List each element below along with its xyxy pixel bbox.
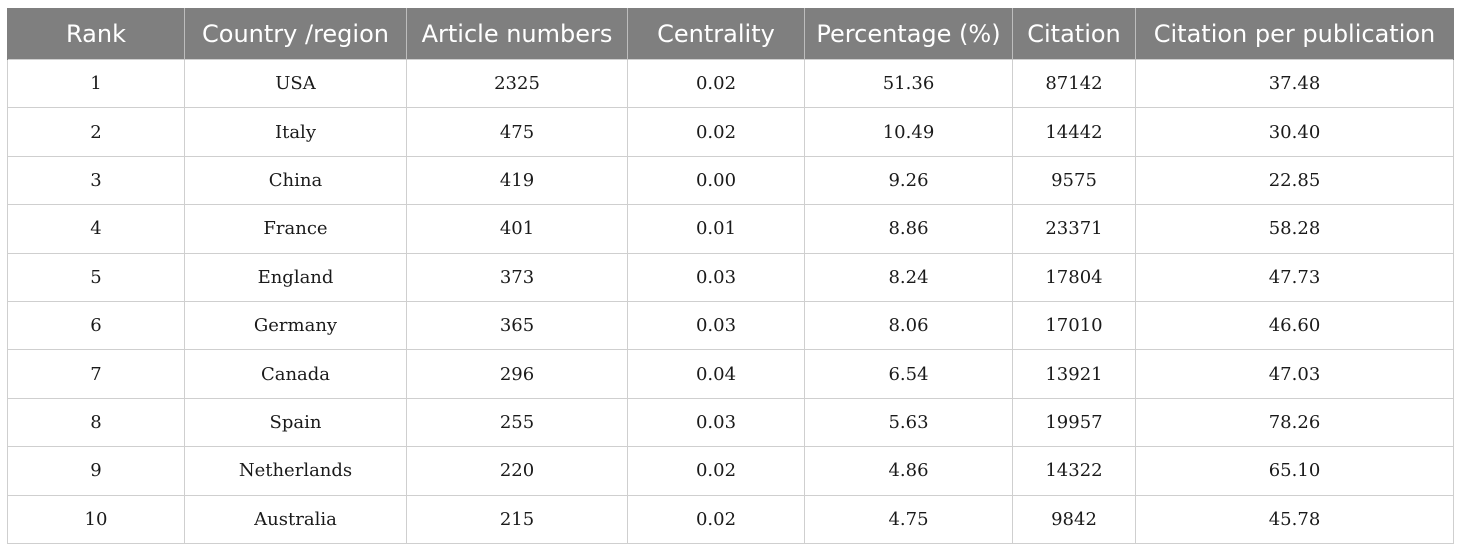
article-numbers-cell: 2325 <box>406 58 628 109</box>
rank-cell: 6 <box>7 300 185 351</box>
country-cell: Australia <box>184 494 407 544</box>
country-cell: Canada <box>184 349 407 399</box>
country-cell: Italy <box>184 107 407 157</box>
article-numbers-cell: 255 <box>406 397 628 448</box>
citation-cell: 13921 <box>1012 349 1136 399</box>
centrality-cell: 0.02 <box>627 494 805 544</box>
rank-cell: 2 <box>7 107 185 157</box>
table-row: 7 Canada 296 0.04 6.54 13921 47.03 <box>7 349 1454 399</box>
rank-cell: 7 <box>7 349 185 399</box>
country-ranking-table: Rank Country /region Article numbers Cen… <box>7 8 1454 544</box>
rank-cell: 4 <box>7 204 185 254</box>
table-row: 8 Spain 255 0.03 5.63 19957 78.26 <box>7 397 1454 448</box>
rank-cell: 9 <box>7 446 185 496</box>
citation-cell: 14322 <box>1012 446 1136 496</box>
citation-cell: 17010 <box>1012 300 1136 351</box>
column-header-citation: Citation <box>1012 8 1136 60</box>
article-numbers-cell: 401 <box>406 204 628 254</box>
citation-per-publication-cell: 65.10 <box>1135 446 1454 496</box>
rank-cell: 10 <box>7 494 185 544</box>
table-row: 2 Italy 475 0.02 10.49 14442 30.40 <box>7 107 1454 157</box>
table-header: Rank Country /region Article numbers Cen… <box>7 8 1454 60</box>
table-row: 5 England 373 0.03 8.24 17804 47.73 <box>7 252 1454 302</box>
percentage-cell: 6.54 <box>804 349 1013 399</box>
rank-cell: 5 <box>7 252 185 302</box>
country-cell: Spain <box>184 397 407 448</box>
percentage-cell: 10.49 <box>804 107 1013 157</box>
citation-per-publication-cell: 46.60 <box>1135 300 1454 351</box>
country-cell: USA <box>184 58 407 109</box>
centrality-cell: 0.00 <box>627 155 805 206</box>
column-header-country-region: Country /region <box>184 8 407 60</box>
citation-cell: 14442 <box>1012 107 1136 157</box>
rank-cell: 8 <box>7 397 185 448</box>
percentage-cell: 51.36 <box>804 58 1013 109</box>
table-row: 10 Australia 215 0.02 4.75 9842 45.78 <box>7 494 1454 544</box>
percentage-cell: 8.86 <box>804 204 1013 254</box>
percentage-cell: 4.75 <box>804 494 1013 544</box>
percentage-cell: 4.86 <box>804 446 1013 496</box>
country-cell: France <box>184 204 407 254</box>
country-cell: China <box>184 155 407 206</box>
country-cell: England <box>184 252 407 302</box>
centrality-cell: 0.02 <box>627 107 805 157</box>
centrality-cell: 0.03 <box>627 397 805 448</box>
country-cell: Germany <box>184 300 407 351</box>
citation-per-publication-cell: 47.03 <box>1135 349 1454 399</box>
country-cell: Netherlands <box>184 446 407 496</box>
column-header-percentage: Percentage (%) <box>804 8 1013 60</box>
citation-cell: 23371 <box>1012 204 1136 254</box>
article-numbers-cell: 296 <box>406 349 628 399</box>
percentage-cell: 8.24 <box>804 252 1013 302</box>
article-numbers-cell: 220 <box>406 446 628 496</box>
table-row: 9 Netherlands 220 0.02 4.86 14322 65.10 <box>7 446 1454 496</box>
citation-per-publication-cell: 47.73 <box>1135 252 1454 302</box>
citation-per-publication-cell: 30.40 <box>1135 107 1454 157</box>
table-row: 3 China 419 0.00 9.26 9575 22.85 <box>7 155 1454 206</box>
column-header-rank: Rank <box>7 8 185 60</box>
citation-cell: 9842 <box>1012 494 1136 544</box>
rank-cell: 1 <box>7 58 185 109</box>
percentage-cell: 5.63 <box>804 397 1013 448</box>
column-header-citation-per-publication: Citation per publication <box>1135 8 1454 60</box>
citation-per-publication-cell: 45.78 <box>1135 494 1454 544</box>
centrality-cell: 0.03 <box>627 300 805 351</box>
column-header-centrality: Centrality <box>627 8 805 60</box>
data-table-container: Rank Country /region Article numbers Cen… <box>7 8 1454 544</box>
centrality-cell: 0.02 <box>627 58 805 109</box>
centrality-cell: 0.02 <box>627 446 805 496</box>
citation-cell: 87142 <box>1012 58 1136 109</box>
table-row: 4 France 401 0.01 8.86 23371 58.28 <box>7 204 1454 254</box>
percentage-cell: 9.26 <box>804 155 1013 206</box>
article-numbers-cell: 475 <box>406 107 628 157</box>
citation-per-publication-cell: 37.48 <box>1135 58 1454 109</box>
percentage-cell: 8.06 <box>804 300 1013 351</box>
article-numbers-cell: 215 <box>406 494 628 544</box>
column-header-article-numbers: Article numbers <box>406 8 628 60</box>
rank-cell: 3 <box>7 155 185 206</box>
citation-per-publication-cell: 22.85 <box>1135 155 1454 206</box>
citation-per-publication-cell: 78.26 <box>1135 397 1454 448</box>
header-row: Rank Country /region Article numbers Cen… <box>7 8 1454 60</box>
citation-per-publication-cell: 58.28 <box>1135 204 1454 254</box>
table-row: 6 Germany 365 0.03 8.06 17010 46.60 <box>7 300 1454 351</box>
citation-cell: 9575 <box>1012 155 1136 206</box>
citation-cell: 19957 <box>1012 397 1136 448</box>
centrality-cell: 0.03 <box>627 252 805 302</box>
article-numbers-cell: 365 <box>406 300 628 351</box>
article-numbers-cell: 373 <box>406 252 628 302</box>
table-body: 1 USA 2325 0.02 51.36 87142 37.48 2 Italy 475 0.02… <box>7 58 1454 544</box>
centrality-cell: 0.04 <box>627 349 805 399</box>
citation-cell: 17804 <box>1012 252 1136 302</box>
table-row: 1 USA 2325 0.02 51.36 87142 37.48 <box>7 58 1454 109</box>
article-numbers-cell: 419 <box>406 155 628 206</box>
centrality-cell: 0.01 <box>627 204 805 254</box>
